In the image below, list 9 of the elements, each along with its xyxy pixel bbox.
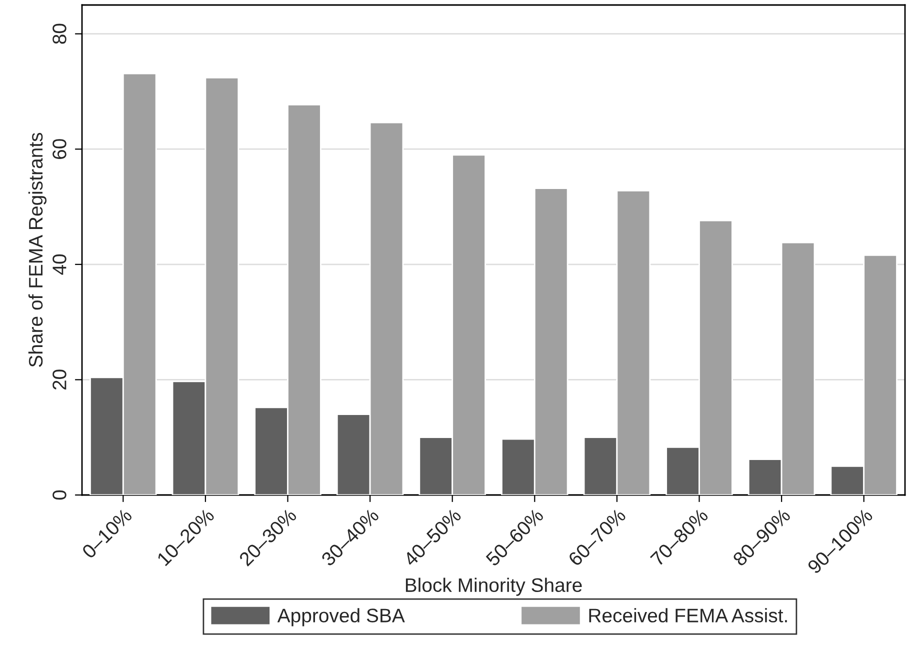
y-tick-label: 60 (52, 139, 66, 159)
legend-label: Approved SBA (277, 608, 405, 626)
y-tick-label: 0 (52, 490, 66, 500)
y-tick-label: 20 (52, 370, 66, 390)
y-axis-title: Share of FEMA Registrants (28, 132, 47, 367)
x-axis-title: Block Minority Share (406, 578, 582, 596)
y-tick-label: 80 (52, 24, 66, 44)
y-tick-label: 40 (52, 254, 66, 275)
legend-label: Received FEMA Assist. (589, 608, 787, 622)
